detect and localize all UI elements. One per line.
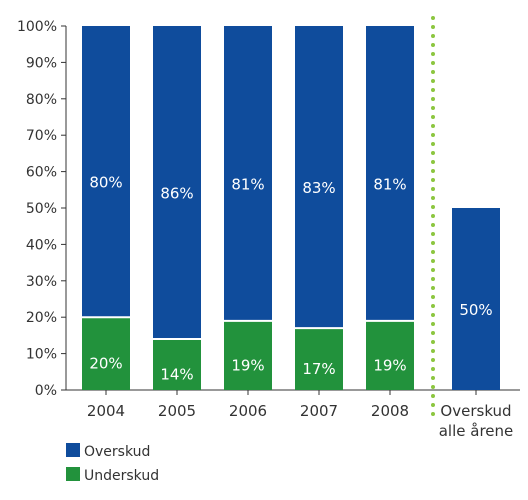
data-label: 81% [373, 175, 406, 193]
y-tick-label: 20% [26, 310, 57, 326]
data-label: 20% [89, 355, 122, 373]
x-tick-label-summary: Overskud [440, 402, 511, 420]
y-tick-label: 70% [26, 128, 57, 144]
y-tick-label: 80% [26, 92, 57, 108]
y-tick-label: 30% [26, 274, 57, 290]
legend-swatch-overskud [66, 443, 80, 457]
x-tick-label: 2008 [371, 402, 409, 420]
data-label: 86% [160, 185, 193, 203]
data-label: 83% [302, 179, 335, 197]
data-label: 17% [302, 360, 335, 378]
data-label: 50% [459, 301, 492, 319]
x-tick-label-summary: alle årene [439, 422, 514, 440]
legend-label: Overskud [84, 444, 150, 460]
bar-underskud-2007 [295, 328, 343, 390]
data-label: 19% [373, 356, 406, 374]
y-tick-label: 40% [26, 237, 57, 253]
y-tick-label: 60% [26, 165, 57, 181]
data-label: 80% [89, 174, 122, 192]
bar-overskud-2007 [295, 26, 343, 329]
data-label: 81% [231, 175, 264, 193]
x-tick-label: 2006 [229, 402, 267, 420]
y-tick-label: 100% [17, 19, 57, 35]
y-tick-label: 90% [26, 55, 57, 71]
legend: Overskud Underskud [66, 443, 159, 484]
x-tick-label: 2004 [87, 402, 125, 420]
x-tick-label: 2007 [300, 402, 338, 420]
bar-overskud-2005 [153, 26, 201, 340]
bars [82, 26, 500, 390]
legend-label: Underskud [84, 468, 159, 484]
bar-underskud-2006 [224, 320, 272, 390]
bar-underskud-2005 [153, 339, 201, 390]
bar-underskud-2004 [82, 317, 130, 390]
data-label: 19% [231, 356, 264, 374]
data-labels: 20% 80% 14% 86% 19% 81% 17% 83% 19% 81% 50% [89, 174, 492, 384]
y-tick-label: 10% [26, 347, 57, 363]
bar-underskud-2008 [366, 320, 414, 390]
bar-overskud-2006 [224, 26, 272, 321]
legend-swatch-underskud [66, 467, 80, 481]
bar-overskud-2008 [366, 26, 414, 321]
bar-overskud-2004 [82, 26, 130, 318]
y-tick-label: 50% [26, 201, 57, 217]
data-label: 14% [160, 366, 193, 384]
y-tick-label: 0% [35, 383, 57, 399]
bar-summary [452, 208, 500, 390]
axes: 0% 10% 20% 30% 40% 50% 60% 70% 80% 90% 100% 2004 200… [17, 16, 520, 440]
x-tick-label: 2005 [158, 402, 196, 420]
